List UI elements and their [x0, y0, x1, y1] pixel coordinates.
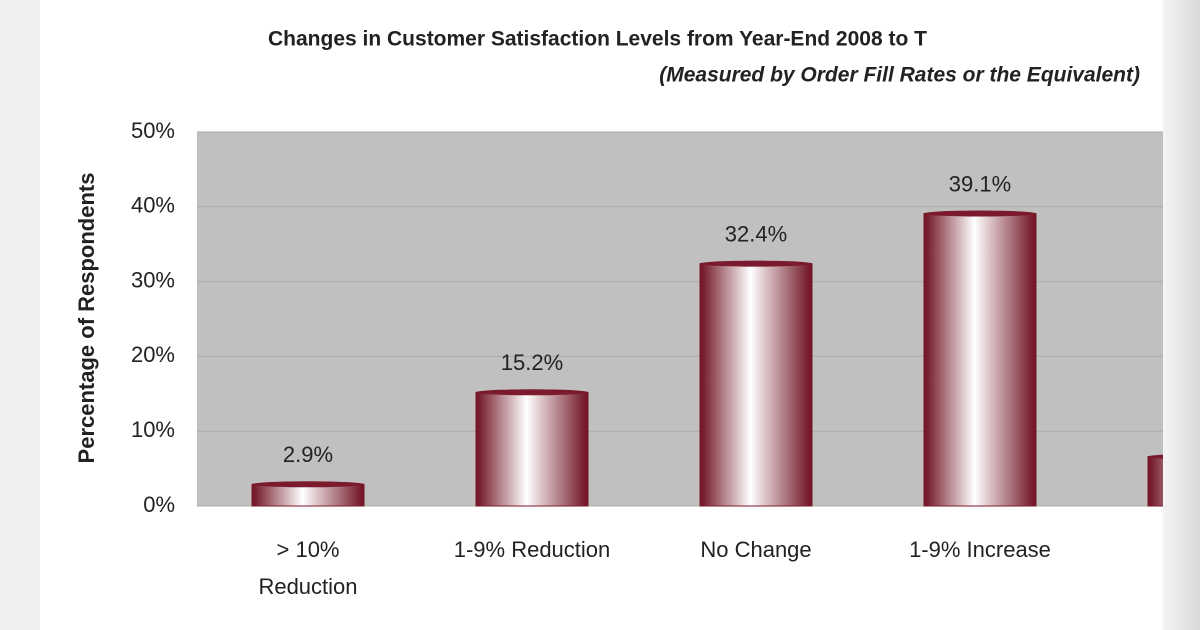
- bar-cap: [924, 210, 1036, 217]
- bar: [251, 483, 365, 507]
- y-tick-label: 50%: [131, 118, 175, 143]
- value-label: 2.9%: [283, 442, 333, 467]
- x-tick-label: No Change: [700, 537, 811, 562]
- left-margin: [0, 0, 40, 630]
- y-tick-label: 20%: [131, 342, 175, 367]
- bar-cap: [700, 260, 812, 267]
- y-tick-label: 40%: [131, 193, 175, 218]
- value-label: 32.4%: [725, 221, 787, 246]
- bar-cap: [476, 389, 588, 396]
- chart-title: Changes in Customer Satisfaction Levels …: [268, 28, 927, 51]
- chart-subtitle: (Measured by Order Fill Rates or the Equ…: [659, 64, 1140, 87]
- x-tick-label: 1-9% Reduction: [454, 537, 611, 562]
- bar: [923, 213, 1037, 507]
- value-label: 15.2%: [501, 350, 563, 375]
- value-label: 39.1%: [949, 171, 1011, 196]
- y-tick-label: 30%: [131, 267, 175, 292]
- bar: [699, 263, 813, 507]
- y-tick-label: 10%: [131, 417, 175, 442]
- x-tick-label: > 10% Reduction: [258, 537, 357, 599]
- y-tick-label: 0%: [143, 492, 175, 517]
- bar: [475, 391, 589, 507]
- y-axis-label: Percentage of Respondents: [74, 173, 99, 464]
- x-tick-label: 1-9% Increase: [909, 537, 1051, 562]
- right-margin: [1163, 0, 1200, 630]
- bar-cap: [252, 481, 364, 488]
